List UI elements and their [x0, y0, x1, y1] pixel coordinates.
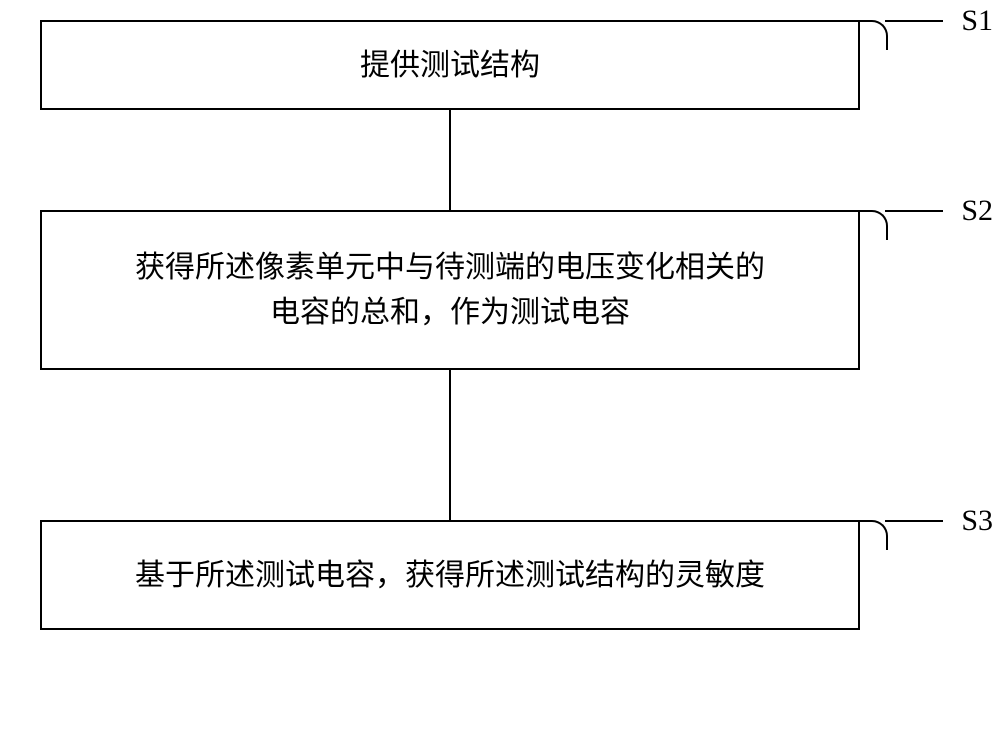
flowchart-step-1: 提供测试结构 S1 — [40, 20, 860, 110]
step-1-label: S1 — [961, 4, 993, 38]
flowchart-step-3: 基于所述测试电容，获得所述测试结构的灵敏度 S3 — [40, 520, 860, 630]
connector-1-2 — [449, 110, 451, 210]
step-3-label: S3 — [961, 504, 993, 538]
step-2-leader-line — [885, 210, 943, 212]
flowchart-container: 提供测试结构 S1 获得所述像素单元中与待测端的电压变化相关的 电容的总和，作为… — [40, 20, 960, 630]
step-2-text: 获得所述像素单元中与待测端的电压变化相关的 电容的总和，作为测试电容 — [135, 245, 765, 335]
step-3-leader — [858, 520, 888, 550]
step-1-leader — [858, 20, 888, 50]
step-3-leader-line — [885, 520, 943, 522]
step-2-leader — [858, 210, 888, 240]
connector-2-3 — [449, 370, 451, 520]
step-3-text: 基于所述测试电容，获得所述测试结构的灵敏度 — [135, 553, 765, 598]
flowchart-step-2: 获得所述像素单元中与待测端的电压变化相关的 电容的总和，作为测试电容 S2 — [40, 210, 860, 370]
step-1-leader-line — [885, 20, 943, 22]
step-2-label: S2 — [961, 194, 993, 228]
step-1-text: 提供测试结构 — [360, 43, 540, 88]
